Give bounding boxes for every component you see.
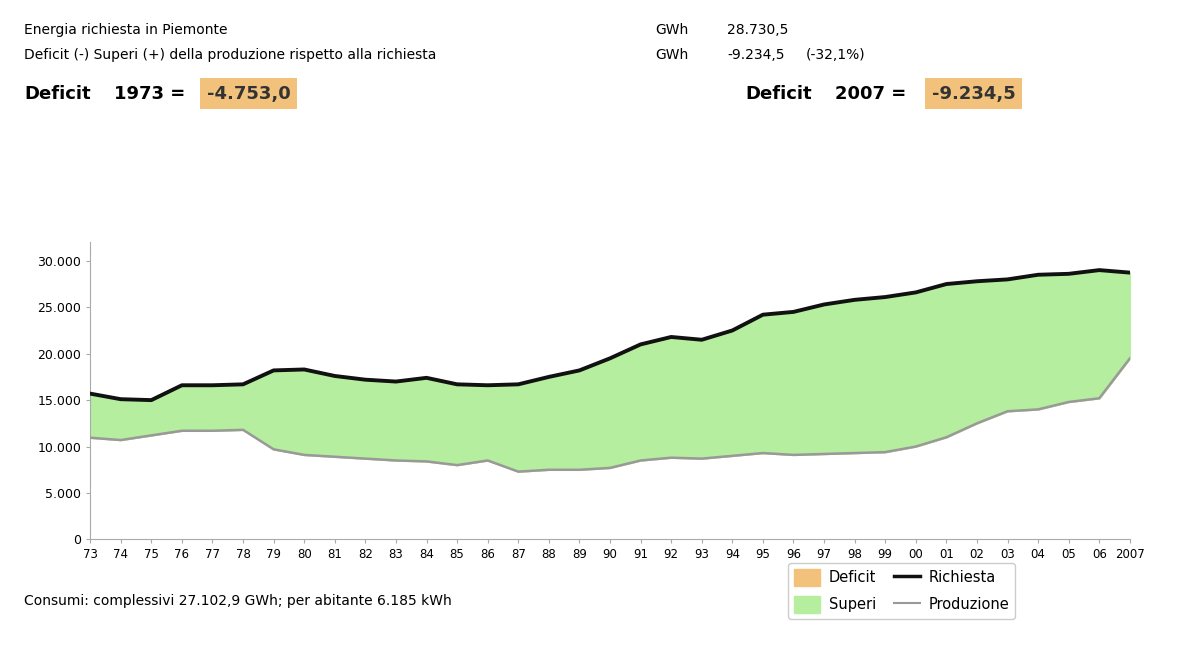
Text: -9.234,5: -9.234,5 [727,48,785,63]
Text: Energia richiesta in Piemonte: Energia richiesta in Piemonte [24,23,227,37]
Text: -9.234,5: -9.234,5 [932,85,1016,103]
Text: (-32,1%): (-32,1%) [805,48,865,63]
Text: 2007 =: 2007 = [835,85,906,103]
Text: Deficit: Deficit [24,85,90,103]
Text: Deficit: Deficit [745,85,811,103]
Text: Consumi: complessivi 27.102,9 GWh; per abitante 6.185 kWh: Consumi: complessivi 27.102,9 GWh; per a… [24,594,452,608]
Text: -4.753,0: -4.753,0 [207,85,291,103]
Text: GWh: GWh [655,23,689,37]
Text: GWh: GWh [655,48,689,63]
Text: Deficit (-) Superi (+) della produzione rispetto alla richiesta: Deficit (-) Superi (+) della produzione … [24,48,436,63]
Legend: Deficit, Superi, Richiesta, Produzione: Deficit, Superi, Richiesta, Produzione [787,563,1016,619]
Text: 1973 =: 1973 = [114,85,185,103]
Text: 28.730,5: 28.730,5 [727,23,789,37]
